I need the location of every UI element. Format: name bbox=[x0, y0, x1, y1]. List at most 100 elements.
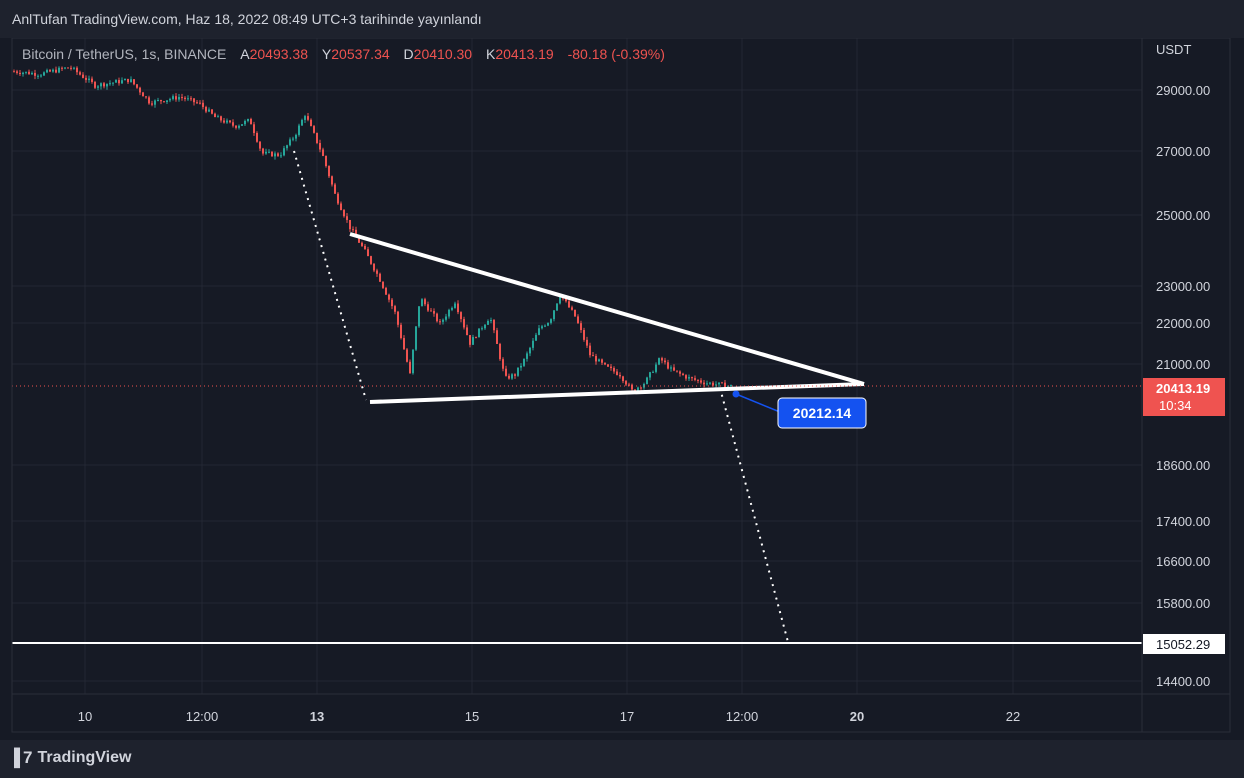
candle-body bbox=[13, 71, 15, 73]
candle-body bbox=[124, 78, 126, 81]
candle-body bbox=[235, 125, 237, 128]
time-tick-label: 22 bbox=[1006, 709, 1020, 724]
candle-body bbox=[523, 358, 525, 366]
candle-body bbox=[232, 122, 234, 126]
triangle-lower-line bbox=[369, 382, 865, 404]
candle-body bbox=[34, 72, 36, 76]
candle-body bbox=[421, 299, 423, 307]
candle-body bbox=[52, 69, 54, 72]
candle-body bbox=[541, 326, 543, 329]
candle-body bbox=[109, 83, 111, 85]
candle-body bbox=[226, 120, 228, 123]
candle-body bbox=[664, 360, 666, 363]
candle-body bbox=[28, 71, 30, 75]
candle-body bbox=[532, 340, 534, 348]
candle-body bbox=[199, 102, 201, 104]
candle-body bbox=[625, 381, 627, 385]
candle-body bbox=[517, 367, 519, 376]
candle-body bbox=[595, 356, 597, 362]
candle-body bbox=[16, 71, 18, 73]
ohlc-legend: Bitcoin / TetherUS, 1s, BINANCE A20493.3… bbox=[22, 46, 665, 62]
candle-body bbox=[730, 384, 732, 387]
hline-badge bbox=[1143, 634, 1225, 654]
candle-body bbox=[346, 216, 348, 220]
change-value: -80.18 (-0.39%) bbox=[567, 46, 665, 62]
candle-body bbox=[268, 151, 270, 153]
candle-body bbox=[289, 139, 291, 146]
candle-body bbox=[166, 100, 168, 103]
price-tick-label: 16600.00 bbox=[1156, 554, 1210, 569]
price-tick-label: 15800.00 bbox=[1156, 596, 1210, 611]
candle-body bbox=[586, 339, 588, 346]
candle-body bbox=[616, 371, 618, 375]
plot-border bbox=[11, 38, 1231, 733]
candle-body bbox=[592, 355, 594, 357]
candle-body bbox=[94, 81, 96, 88]
candle-body bbox=[466, 327, 468, 336]
candle-body bbox=[148, 97, 150, 104]
brand-name: TradingView bbox=[37, 749, 132, 766]
price-tick-label: 23000.00 bbox=[1156, 279, 1210, 294]
candle-body bbox=[382, 281, 384, 288]
time-axis[interactable]: 10 12:00 13 15 17 12:00 20 22 bbox=[78, 709, 1020, 724]
candle-body bbox=[520, 365, 522, 368]
price-badge-label: 20212.14 bbox=[793, 405, 852, 421]
chart-area[interactable]: 20212.14 USDT 29000.00 27000.00 25000.00 230… bbox=[0, 38, 1244, 740]
candle-body bbox=[505, 368, 507, 376]
drawings[interactable]: 20212.14 bbox=[12, 150, 1142, 644]
candle-body bbox=[373, 263, 375, 271]
candle-body bbox=[277, 153, 279, 156]
candle-body bbox=[64, 67, 66, 69]
time-tick-label: 10 bbox=[78, 709, 92, 724]
candle-body bbox=[31, 72, 33, 75]
candle-body bbox=[247, 118, 249, 121]
candle-body bbox=[196, 102, 198, 104]
candle-body bbox=[670, 367, 672, 369]
tradingview-logo[interactable]: ▌7 TradingView bbox=[14, 748, 131, 768]
time-tick-label: 17 bbox=[620, 709, 634, 724]
candle-body bbox=[637, 387, 639, 391]
price-tick-label: 22000.00 bbox=[1156, 316, 1210, 331]
candle-body bbox=[628, 384, 630, 386]
candle-body bbox=[331, 176, 333, 185]
price-axis[interactable]: USDT 29000.00 27000.00 25000.00 23000.00 2200… bbox=[1143, 42, 1225, 689]
candle-body bbox=[145, 96, 147, 98]
high-value: 20537.34 bbox=[331, 46, 390, 62]
candle-body bbox=[424, 299, 426, 305]
symbol-name[interactable]: Bitcoin / TetherUS, 1s, BINANCE bbox=[22, 46, 227, 62]
candle-body bbox=[184, 97, 186, 100]
candle-body bbox=[322, 149, 324, 156]
candle-body bbox=[400, 324, 402, 339]
candle-body bbox=[472, 337, 474, 345]
candle-body bbox=[385, 287, 387, 295]
candle-body bbox=[526, 353, 528, 359]
candle-body bbox=[508, 375, 510, 379]
candle-body bbox=[427, 304, 429, 311]
close-label: K bbox=[485, 46, 496, 62]
candle-body bbox=[205, 106, 207, 112]
candle-body bbox=[175, 96, 177, 100]
candle-body bbox=[319, 143, 321, 150]
candle-body bbox=[451, 307, 453, 310]
candle-body bbox=[307, 116, 309, 120]
candle-body bbox=[157, 99, 159, 101]
candle-body bbox=[658, 358, 660, 365]
price-tick-label: 14400.00 bbox=[1156, 674, 1210, 689]
last-price-label: 20413.19 bbox=[1156, 381, 1210, 396]
candle-body bbox=[556, 303, 558, 311]
candle-body bbox=[22, 72, 24, 75]
candle-body bbox=[244, 120, 246, 125]
candle-body bbox=[19, 72, 21, 75]
candle-body bbox=[112, 82, 114, 84]
candle-body bbox=[190, 98, 192, 100]
candle-body bbox=[136, 84, 138, 88]
candle-body bbox=[316, 132, 318, 144]
candles bbox=[13, 65, 732, 393]
price-tick-label: 29000.00 bbox=[1156, 83, 1210, 98]
candle-body bbox=[694, 378, 696, 380]
candle-body bbox=[214, 113, 216, 118]
candle-body bbox=[655, 364, 657, 372]
candle-body bbox=[298, 125, 300, 135]
candle-body bbox=[661, 358, 663, 361]
candle-body bbox=[583, 330, 585, 340]
